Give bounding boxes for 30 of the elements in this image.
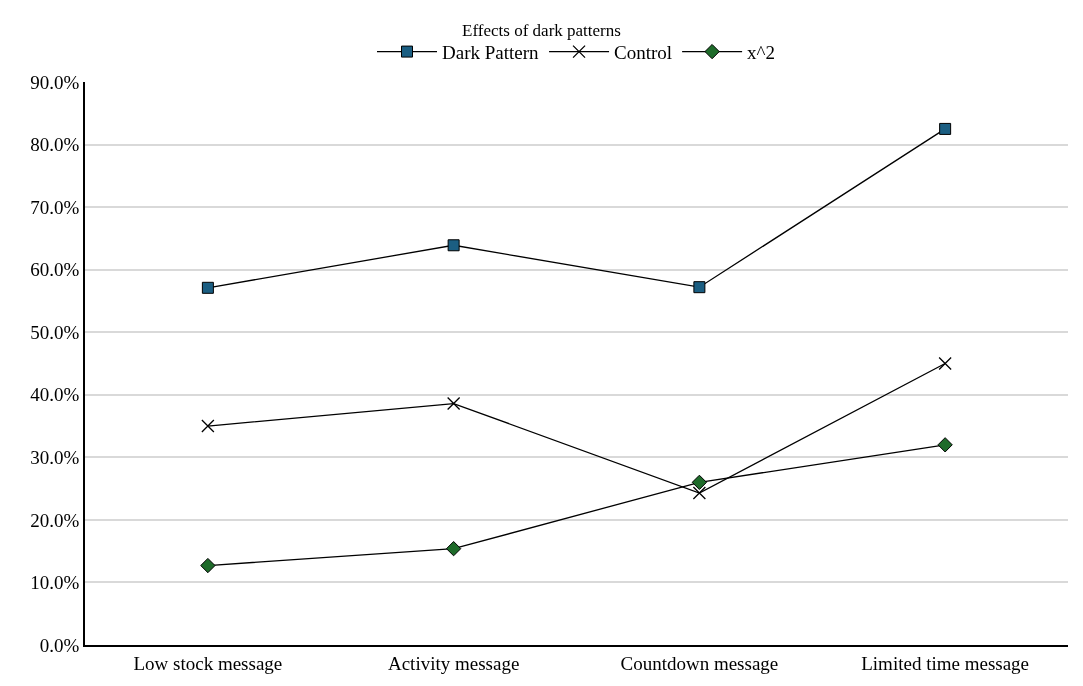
y-tick-label: 20.0% xyxy=(30,509,80,531)
y-tick-label: 90.0% xyxy=(30,71,80,93)
legend-label: x^2 xyxy=(747,42,776,63)
x-tick-label: Limited time message xyxy=(861,652,1030,674)
point xyxy=(937,437,953,453)
y-tick-label: 50.0% xyxy=(30,321,80,343)
x-tick-label: Countdown message xyxy=(620,652,779,674)
y-tick-label: 30.0% xyxy=(30,446,80,468)
point xyxy=(939,122,952,135)
y-tick-label: 80.0% xyxy=(30,134,80,156)
point xyxy=(692,486,707,500)
chart-title: Effects of dark patterns xyxy=(462,20,621,40)
point xyxy=(938,356,952,371)
legend-label: Dark Pattern xyxy=(442,42,540,63)
point xyxy=(693,281,706,294)
y-tick-label: 0.0% xyxy=(39,634,80,656)
legend-label: Control xyxy=(614,42,673,63)
point xyxy=(200,557,216,574)
point xyxy=(447,239,460,252)
x-tick-label: Activity message xyxy=(387,652,520,674)
point xyxy=(201,419,215,433)
y-tick-label: 40.0% xyxy=(30,384,80,406)
y-tick-label: 70.0% xyxy=(30,196,80,218)
point xyxy=(691,474,708,491)
point xyxy=(445,541,462,557)
y-tick-label: 60.0% xyxy=(30,259,80,281)
point xyxy=(446,396,461,411)
y-tick-label: 10.0% xyxy=(30,572,80,594)
point xyxy=(201,281,214,294)
x-tick-label: Low stock message xyxy=(133,652,283,674)
